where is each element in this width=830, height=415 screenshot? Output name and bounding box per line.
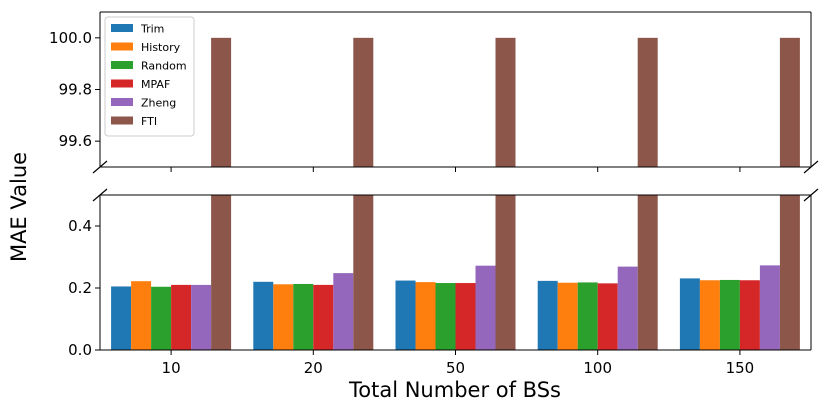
legend-swatch-fti — [111, 116, 133, 125]
x-tick-label: 10 — [162, 359, 181, 377]
bar-history-50 — [415, 282, 436, 350]
legend-label-random: Random — [141, 60, 187, 73]
x-tick-label: 150 — [726, 359, 755, 377]
legend-swatch-history — [111, 42, 133, 51]
break-mark — [92, 160, 108, 174]
y-tick-label-lower: 0.0 — [68, 341, 92, 359]
legend-label-zheng: Zheng — [141, 97, 176, 110]
bar-zheng-50 — [475, 265, 496, 350]
bar-mpaf-10 — [171, 284, 192, 350]
bar-zheng-150 — [759, 265, 780, 350]
legend-label-trim: Trim — [140, 23, 164, 36]
x-axis-title: Total Number of BSs — [348, 378, 561, 402]
bar-mpaf-50 — [455, 283, 476, 350]
bar-fti-10-upper — [211, 37, 232, 167]
bar-fti-20-upper — [353, 37, 374, 167]
bar-mpaf-20 — [313, 284, 334, 350]
legend-swatch-mpaf — [111, 79, 133, 88]
y-tick-label-lower: 0.2 — [68, 279, 92, 297]
bar-random-150 — [719, 279, 740, 350]
bar-fti-10 — [211, 195, 232, 350]
y-tick-label-upper: 99.6 — [59, 132, 92, 150]
bar-random-100 — [577, 282, 598, 350]
bar-history-20 — [273, 284, 294, 350]
bar-mpaf-150 — [739, 280, 760, 350]
bar-trim-100 — [537, 280, 558, 350]
y-tick-label-lower: 0.4 — [68, 217, 92, 235]
bar-random-20 — [293, 283, 314, 350]
bar-zheng-10 — [191, 284, 212, 350]
bar-history-100 — [557, 282, 578, 350]
bar-fti-100-upper — [637, 37, 658, 167]
legend-swatch-trim — [111, 24, 133, 32]
lower-bars — [111, 195, 800, 350]
legend-swatch-zheng — [111, 98, 133, 106]
legend-label-mpaf: MPAF — [141, 78, 170, 91]
bar-fti-50-upper — [495, 37, 516, 167]
upper-bars — [211, 37, 800, 167]
y-tick-label-upper: 100.0 — [49, 29, 92, 47]
x-tick-label: 100 — [583, 359, 612, 377]
bar-mpaf-100 — [597, 283, 618, 350]
bar-random-50 — [435, 283, 456, 350]
upper-panel: 99.6 99.8 100.0 — [49, 11, 812, 172]
x-tick-label: 20 — [304, 359, 323, 377]
axis-break-marks — [92, 160, 819, 202]
y-axis-title: MAE Value — [7, 152, 31, 262]
legend: Trim History Random MPAF Zheng FTI — [104, 16, 195, 137]
bar-zheng-100 — [617, 266, 638, 350]
bar-fti-50 — [495, 195, 516, 350]
break-mark — [803, 160, 819, 174]
y-tick-label-upper: 99.8 — [59, 81, 92, 99]
bar-zheng-20 — [333, 273, 354, 350]
bar-fti-20 — [353, 195, 374, 350]
legend-swatch-random — [111, 61, 133, 69]
bar-trim-10 — [111, 286, 132, 350]
legend-label-fti: FTI — [141, 115, 157, 128]
bar-random-10 — [151, 286, 172, 350]
bar-trim-150 — [679, 278, 700, 350]
bar-trim-20 — [253, 281, 274, 350]
bar-history-150 — [699, 280, 720, 350]
break-mark — [803, 188, 819, 202]
bar-fti-150 — [779, 195, 800, 350]
bar-trim-50 — [395, 280, 416, 350]
bar-fti-100 — [637, 195, 658, 350]
bar-history-10 — [131, 281, 152, 350]
legend-label-history: History — [141, 41, 181, 54]
bar-fti-150-upper — [779, 37, 800, 167]
break-mark — [92, 188, 108, 202]
x-tick-label: 50 — [446, 359, 465, 377]
lower-panel: 10 20 50 100 150 0.0 0.2 0.4 — [68, 194, 812, 377]
